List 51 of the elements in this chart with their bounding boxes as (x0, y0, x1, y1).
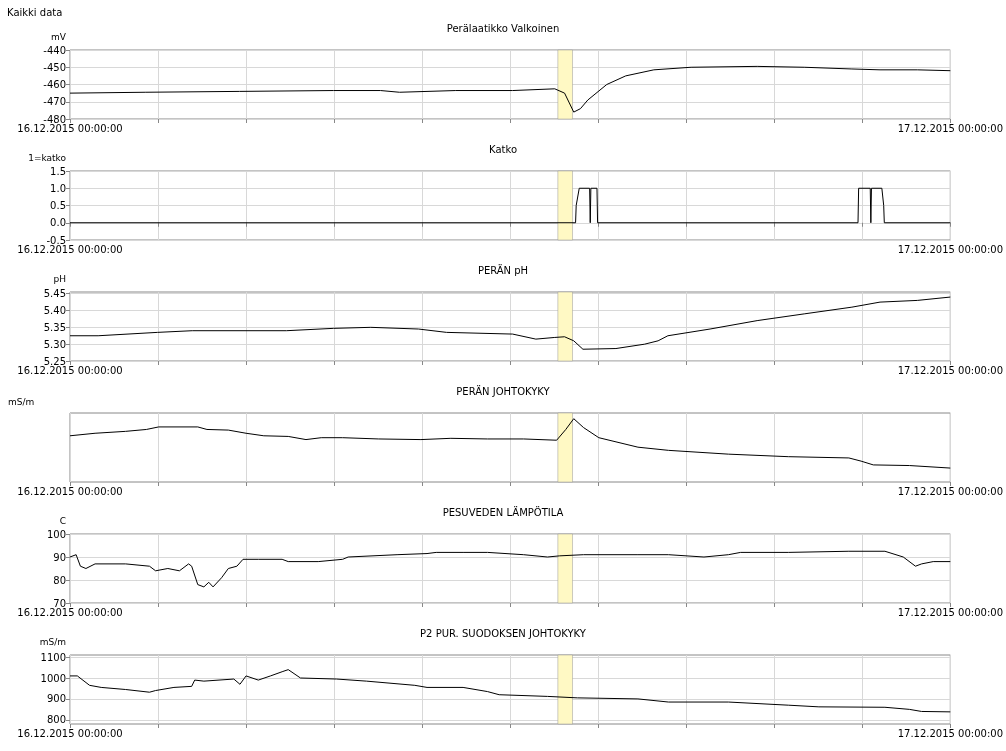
x-tick-label: 16.12.2015 00:00:00 (17, 243, 123, 255)
chart-title: PERÄN pH (477, 263, 529, 276)
y-tick-label: 0.5 (50, 200, 66, 211)
x-tick-label: 17.12.2015 00:00:00 (897, 364, 1004, 376)
line-series (69, 65, 951, 113)
chart-title: P2 PUR. SUODOKSEN JOHTOKYKY (420, 627, 587, 639)
y-axis-title: mS/m (39, 636, 66, 647)
y-tick-label: -0.5 (46, 234, 66, 246)
y-tick-label: 1100 (40, 651, 66, 663)
chart-title: Katko (489, 143, 517, 155)
y-tick-label: -470 (43, 96, 66, 108)
y-tick-label: 1000 (40, 672, 66, 684)
y-tick-label: 70 (53, 597, 66, 609)
line-series (69, 669, 951, 713)
y-axis-title: pH (53, 273, 66, 284)
line-series (69, 550, 951, 588)
y-tick-label: 90 (53, 551, 66, 563)
y-tick-label: 80 (53, 574, 66, 586)
y-axis-title: C (59, 515, 66, 526)
chart-title: PERÄN JOHTOKYKY (456, 384, 551, 397)
y-tick-label: 800 (46, 714, 66, 726)
y-tick-label: 1.5 (50, 165, 66, 177)
y-tick-label: 900 (46, 693, 66, 705)
y-axis-title: 1=katko (28, 152, 67, 163)
y-tick-label: 5.40 (43, 305, 66, 317)
x-tick-label: 16.12.2015 00:00:00 (17, 364, 123, 376)
y-tick-label: -440 (43, 44, 66, 56)
text: Kaikki data (7, 6, 63, 18)
y-tick-label: -450 (43, 61, 66, 73)
x-tick-label: 17.12.2015 00:00:00 (897, 727, 1004, 739)
y-tick-label: 5.35 (43, 321, 66, 333)
x-tick-label: 17.12.2015 00:00:00 (897, 122, 1004, 134)
y-tick-label: 5.25 (43, 355, 66, 367)
y-tick-label: -460 (43, 79, 66, 90)
x-tick-label: 17.12.2015 00:00:00 (897, 485, 1004, 497)
y-tick-label: 100 (46, 528, 66, 540)
y-tick-label: 0.0 (50, 217, 66, 229)
x-tick-label: 16.12.2015 00:00:00 (17, 485, 123, 497)
y-tick-label: 1.0 (50, 182, 66, 194)
y-tick-label: 5.45 (43, 288, 66, 300)
y-tick-label: 5.30 (43, 338, 66, 350)
x-tick-label: 17.12.2015 00:00:00 (897, 606, 1004, 618)
chart-title: PESUVEDEN LÄMPÖTILA (442, 505, 564, 518)
y-axis-title: mV (51, 31, 67, 42)
y-axis-title: mS/m (8, 397, 35, 407)
y-tick-label: -480 (43, 113, 66, 125)
x-tick-label: 16.12.2015 00:00:00 (17, 727, 123, 739)
x-tick-label: 16.12.2015 00:00:00 (17, 606, 123, 618)
x-tick-label: 17.12.2015 00:00:00 (897, 243, 1004, 255)
x-tick-label: 16.12.2015 00:00:00 (17, 122, 123, 134)
chart-title: Perälaatikko Valkoinen (446, 22, 560, 34)
